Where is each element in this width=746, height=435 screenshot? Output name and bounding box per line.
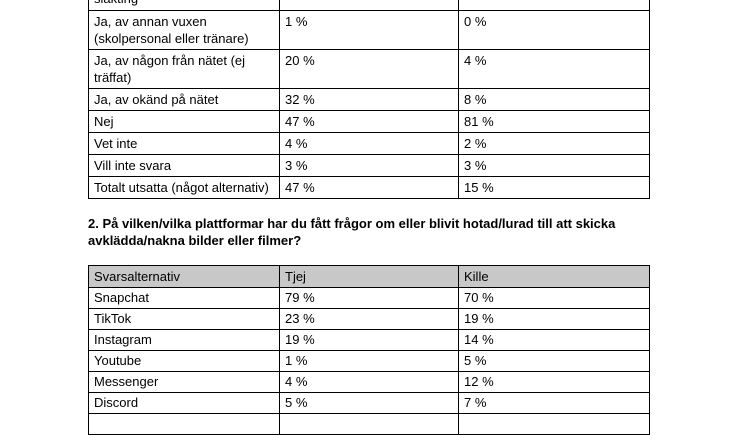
- table-row: Nej 47 % 81 %: [88, 110, 650, 133]
- kille-value-cell: 81 %: [458, 110, 650, 133]
- row-label-cell: Nej: [88, 110, 280, 133]
- tjej-value-cell: 1 %: [279, 350, 459, 372]
- row-label-cell: Ja, av okänd på nätet: [88, 88, 280, 111]
- row-label-cell: Snapchat: [88, 287, 280, 309]
- row-label-cell: Totalt utsatta (något alternativ): [88, 176, 280, 199]
- tjej-value-cell: 47 %: [279, 110, 459, 133]
- kille-value-cell: 5 %: [458, 350, 650, 372]
- table-row: Vill inte svara 3 % 3 %: [88, 154, 650, 177]
- table-row-partial-top: släkting: [88, 0, 650, 11]
- table-row-partial-bottom: [88, 413, 650, 435]
- tjej-value-cell: 4 %: [279, 132, 459, 155]
- tjej-value-cell: 19 %: [279, 329, 459, 351]
- table-header-row: Svarsalternativ Tjej Kille: [88, 265, 650, 288]
- kille-value-cell: 4 %: [458, 49, 650, 89]
- kille-value-cell: 7 %: [458, 392, 650, 414]
- kille-value-cell: 19 %: [458, 308, 650, 330]
- row-label-cell: Ja, av någon från nätet (ej träffat): [88, 49, 280, 89]
- kille-value-cell: 70 %: [458, 287, 650, 309]
- table-row: Discord 5 % 7 %: [88, 392, 650, 414]
- row-label-cell: släkting: [88, 0, 280, 11]
- row-label-cell: Discord: [88, 392, 280, 414]
- row-label-cell: Youtube: [88, 350, 280, 372]
- tjej-value-cell: [279, 0, 459, 11]
- header-svarsalternativ: Svarsalternativ: [88, 265, 280, 288]
- row-label-cell: [88, 413, 280, 435]
- row-label-cell: Vet inte: [88, 132, 280, 155]
- row-label-cell: Instagram: [88, 329, 280, 351]
- table-row: Instagram 19 % 14 %: [88, 329, 650, 351]
- table-row: TikTok 23 % 19 %: [88, 308, 650, 330]
- table-row: Ja, av okänd på nätet 32 % 8 %: [88, 88, 650, 111]
- question-heading-line2: avklädda/nakna bilder eller filmer?: [88, 233, 302, 248]
- exposure-table: släkting Ja, av annan vuxen (skolpersona…: [88, 0, 650, 199]
- platform-table: Svarsalternativ Tjej Kille Snapchat 79 %…: [88, 265, 650, 435]
- table-row: Messenger 4 % 12 %: [88, 371, 650, 393]
- tjej-value-cell: 5 %: [279, 392, 459, 414]
- tjej-value-cell: 79 %: [279, 287, 459, 309]
- kille-value-cell: 2 %: [458, 132, 650, 155]
- tjej-value-cell: 20 %: [279, 49, 459, 89]
- tjej-value-cell: 47 %: [279, 176, 459, 199]
- row-label-cell: Vill inte svara: [88, 154, 280, 177]
- kille-value-cell: 14 %: [458, 329, 650, 351]
- table-row: Totalt utsatta (något alternativ) 47 % 1…: [88, 176, 650, 199]
- document-content: släkting Ja, av annan vuxen (skolpersona…: [88, 0, 650, 435]
- question-heading-line1: 2. På vilken/vilka plattformar har du få…: [88, 216, 616, 231]
- tjej-value-cell: [279, 413, 459, 435]
- tjej-value-cell: 4 %: [279, 371, 459, 393]
- table-row: Vet inte 4 % 2 %: [88, 132, 650, 155]
- document-page: { "page": { "background_color": "#ffffff…: [88, 0, 650, 435]
- tjej-value-cell: 32 %: [279, 88, 459, 111]
- kille-value-cell: 8 %: [458, 88, 650, 111]
- table-row: Snapchat 79 % 70 %: [88, 287, 650, 309]
- question-heading: 2. På vilken/vilka plattformar har du få…: [88, 215, 649, 249]
- table-row: Youtube 1 % 5 %: [88, 350, 650, 372]
- kille-value-cell: 15 %: [458, 176, 650, 199]
- tjej-value-cell: 1 %: [279, 10, 459, 50]
- row-label-cell: TikTok: [88, 308, 280, 330]
- table-row: Ja, av annan vuxen (skolpersonal eller t…: [88, 10, 650, 50]
- kille-value-cell: 12 %: [458, 371, 650, 393]
- header-tjej: Tjej: [279, 265, 459, 288]
- row-label-cell: Messenger: [88, 371, 280, 393]
- kille-value-cell: [458, 413, 650, 435]
- header-kille: Kille: [458, 265, 650, 288]
- kille-value-cell: 0 %: [458, 10, 650, 50]
- tjej-value-cell: 3 %: [279, 154, 459, 177]
- row-label-cell: Ja, av annan vuxen (skolpersonal eller t…: [88, 10, 280, 50]
- kille-value-cell: [458, 0, 650, 11]
- table-row: Ja, av någon från nätet (ej träffat) 20 …: [88, 49, 650, 89]
- tjej-value-cell: 23 %: [279, 308, 459, 330]
- kille-value-cell: 3 %: [458, 154, 650, 177]
